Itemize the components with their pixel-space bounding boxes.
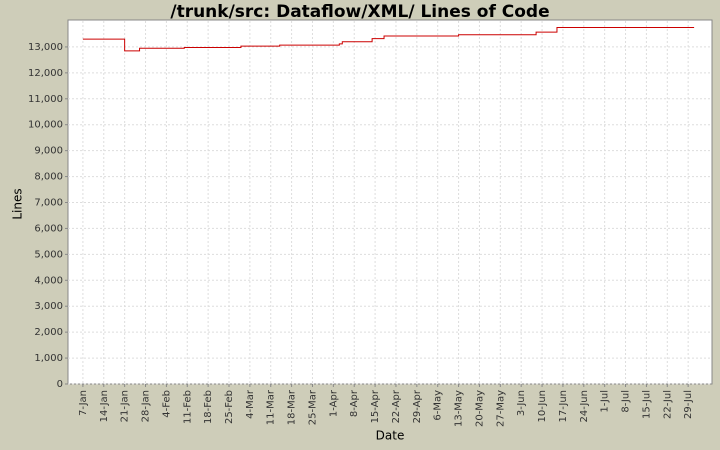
step-line [82, 26, 695, 52]
x-tick-label: 17-Jun [558, 390, 569, 423]
x-tick-label: 29-Apr [412, 389, 423, 423]
x-tick-label: 6-May [433, 390, 444, 421]
x-tick-label: 4-Feb [161, 390, 172, 418]
x-axis-title: Date [376, 429, 405, 443]
x-tick-label: 8-Jul [621, 390, 632, 413]
y-tick-label: 2,000 [34, 327, 63, 338]
y-axis-title: Lines [11, 188, 25, 219]
x-tick-label: 21-Jan [120, 390, 131, 422]
x-tick-label: 15-Jul [641, 390, 652, 419]
y-tick-label: 8,000 [34, 172, 63, 183]
x-tick-label: 14-Jan [99, 390, 110, 422]
y-tick-label: 13,000 [28, 42, 63, 53]
x-tick-label: 25-Feb [224, 390, 235, 424]
x-tick-label: 15-Apr [370, 389, 381, 423]
x-tick-label: 24-Jun [579, 390, 590, 423]
x-tick-label: 3-Jun [516, 390, 527, 416]
y-tick-label: 5,000 [34, 249, 63, 260]
x-tick-label: 27-May [495, 390, 506, 427]
x-tick-label: 25-Mar [307, 389, 318, 425]
x-tick-label: 11-Feb [182, 390, 193, 424]
x-tick-label: 29-Jul [683, 390, 694, 419]
x-tick-label: 4-Mar [245, 389, 256, 419]
y-tick-label: 4,000 [34, 275, 63, 286]
x-tick-label: 20-May [474, 390, 485, 427]
y-tick-label: 9,000 [34, 146, 63, 157]
x-tick-label: 8-Apr [349, 389, 360, 417]
y-tick-label: 1,000 [34, 353, 63, 364]
x-tick-label: 1-Jul [600, 390, 611, 413]
y-tick-label: 11,000 [28, 94, 63, 105]
y-tick-label: 6,000 [34, 223, 63, 234]
y-tick-label: 7,000 [34, 198, 63, 209]
y-tick-label: 10,000 [28, 120, 63, 131]
x-tick-label: 11-Mar [266, 389, 277, 425]
x-tick-label: 13-May [454, 390, 465, 427]
x-tick-label: 7-Jan [78, 390, 89, 416]
x-tick-label: 1-Apr [328, 389, 339, 417]
y-tick-label: 0 [57, 379, 63, 390]
y-tick-label: 3,000 [34, 301, 63, 312]
x-tick-label: 22-Jul [662, 390, 673, 419]
x-tick-label: 18-Feb [203, 390, 214, 424]
y-tick-label: 12,000 [28, 68, 63, 79]
x-tick-label: 28-Jan [141, 390, 152, 422]
x-tick-label: 22-Apr [391, 389, 402, 423]
x-tick-label: 10-Jun [537, 390, 548, 423]
x-tick-label: 18-Mar [287, 389, 298, 425]
chart-title: /trunk/src: Dataflow/XML/ Lines of Code [170, 2, 549, 22]
